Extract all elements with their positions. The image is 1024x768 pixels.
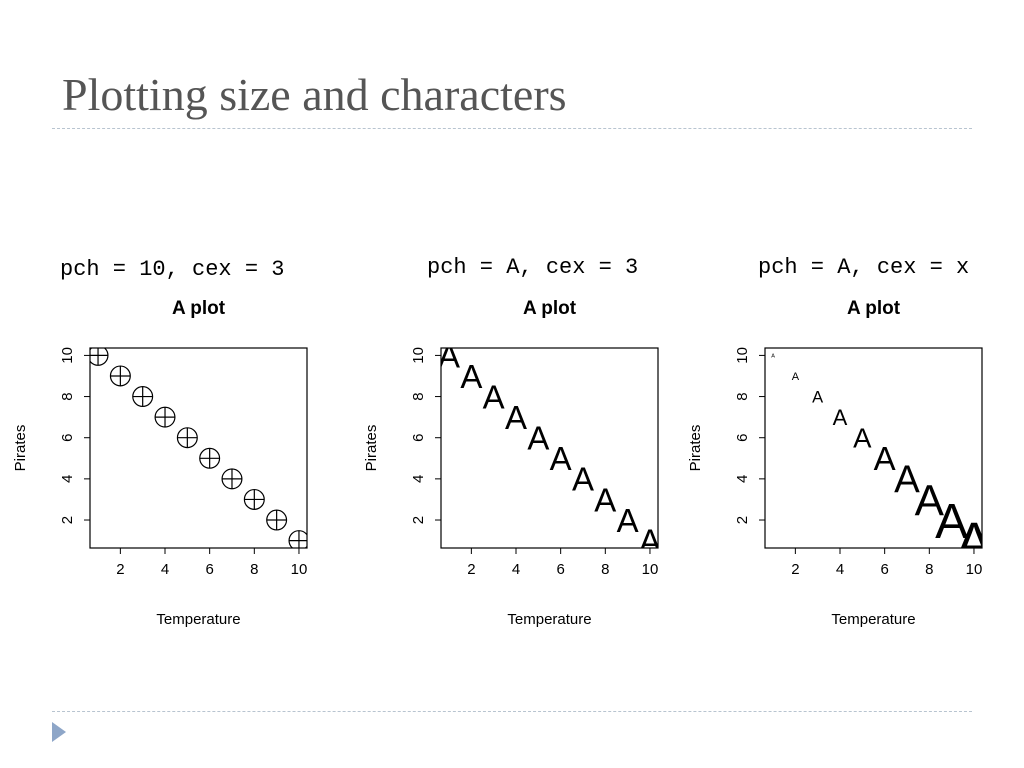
plot-frame [440,347,659,549]
y-tick-label: 10 [734,347,751,364]
x-tick-label: 2 [791,561,799,578]
data-point [176,427,198,449]
data-point [132,386,154,408]
data-point: A [874,440,896,477]
data-point: A [853,423,872,454]
data-point: A [792,371,800,383]
slide-title: Plotting size and characters [62,69,567,120]
data-point [288,530,307,548]
y-axis-label: Pirates [12,425,29,472]
x-axis-label: Temperature [507,611,591,628]
y-tick-label: 6 [59,434,76,442]
data-point [221,468,243,490]
data-point: A [833,405,848,430]
y-tick-label: 2 [410,516,427,524]
panel-caption-2: pch = A, cex = 3 [427,255,639,280]
data-points [90,348,307,548]
chart-title: A plot [523,298,577,319]
plot-frame [89,347,308,549]
y-tick-label: 4 [734,475,751,483]
x-tick-label: 8 [925,561,933,578]
data-point: A [771,353,775,359]
data-point [90,348,109,366]
data-point: A [935,494,968,549]
y-tick-label: 8 [410,392,427,400]
x-tick-label: 6 [556,561,564,578]
y-tick-label: 6 [410,434,427,442]
x-tick-label: 2 [467,561,475,578]
data-point: A [594,481,616,518]
data-point [266,509,288,531]
panel-caption-1: pch = 10, cex = 3 [60,257,285,282]
title-divider [52,128,972,129]
y-tick-label: 10 [59,347,76,364]
y-tick-label: 10 [410,347,427,364]
data-point: A [550,440,572,477]
x-tick-label: 10 [642,561,659,578]
data-point: A [505,399,527,436]
data-point: A [438,337,460,374]
data-point [243,488,265,510]
chart-title: A plot [847,298,901,319]
x-tick-label: 4 [161,561,169,578]
data-point [154,406,176,428]
data-point [199,447,221,469]
x-axis-label: Temperature [831,611,915,628]
data-point: A [812,388,823,406]
footer-divider [52,711,972,712]
data-point: A [894,459,920,502]
scatter-plot-1: A plot 2 4 6 8 10 2 4 6 8 10 Temperature Pirates [12,298,308,628]
data-point [109,365,131,387]
data-point: A [617,502,639,539]
y-tick-label: 2 [59,516,76,524]
y-axis-label: Pirates [687,425,704,472]
y-tick-label: 4 [59,475,76,483]
panel-caption-3: pch = A, cex = x [758,255,970,280]
x-tick-label: 4 [836,561,844,578]
data-point: A [639,522,661,559]
x-tick-label: 8 [601,561,609,578]
x-tick-label: 4 [512,561,520,578]
x-tick-label: 10 [966,561,983,578]
x-tick-label: 8 [250,561,258,578]
plot-frame [764,347,983,549]
y-tick-label: 8 [734,392,751,400]
data-point: A [956,510,993,572]
data-point: A [915,476,945,525]
y-axis-label: Pirates [363,425,380,472]
x-tick-label: 6 [205,561,213,578]
data-point: A [527,420,549,457]
x-tick-label: 10 [291,561,308,578]
data-point: A [460,358,482,395]
data-point: A [483,378,505,415]
x-tick-label: 6 [880,561,888,578]
data-point: A [572,461,594,498]
slide-bullet-icon [52,722,66,742]
y-tick-label: 6 [734,434,751,442]
x-axis-label: Temperature [156,611,240,628]
y-tick-label: 8 [59,392,76,400]
y-tick-label: 4 [410,475,427,483]
y-tick-label: 2 [734,516,751,524]
x-tick-label: 2 [116,561,124,578]
chart-title: A plot [172,298,226,319]
